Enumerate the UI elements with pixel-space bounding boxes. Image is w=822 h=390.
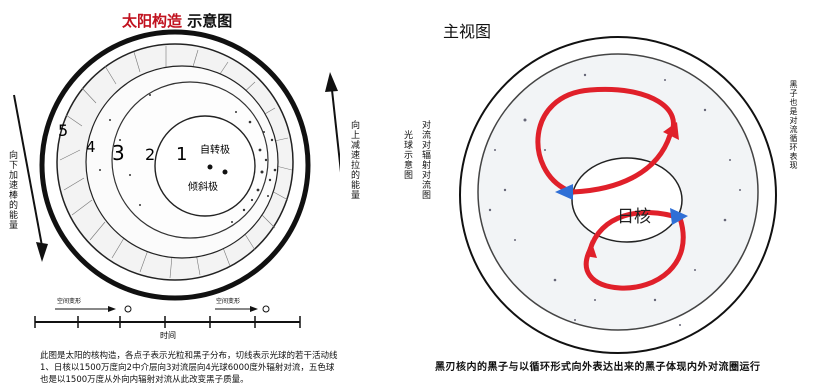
ring-label-4: 4 [86,138,96,156]
right-bottom-note: 黑刃核内的黑子与以循环形式向外表达出来的黑子体现内外对流圈运行 [435,362,761,373]
lower-convection-loop [583,217,686,291]
core-circle [154,115,256,217]
core-label: 日核 [617,207,651,227]
timeline-arrow-left-head [108,306,116,312]
rotation-pole-dot [207,164,213,170]
right-title: 主视图 [443,22,492,41]
timeline-small-left: 空间变形 [57,297,81,305]
right-vertical-label: 向上减速拉的能量 [349,120,359,200]
left-blue-arrow [555,184,573,200]
ring-label-1: 1 [176,144,187,165]
outer-ring [39,29,311,301]
left-title-red: 太阳构造 [122,12,183,30]
timeline-arrow-right-head [250,306,258,312]
core-ellipse [571,157,683,243]
tilt-pole-dot [222,169,228,175]
lower-loop-top [587,210,681,251]
left-caption: 此图是太阳的核构造，各点子表示光粒和黑子分布，切线表示光球的若干活动线1、日核以… [40,351,338,385]
front-view-diagram: 日核 [459,36,777,354]
timeline-label: 时间 [160,330,176,340]
ring-label-2: 2 [145,145,155,164]
down-arrow-line [13,94,43,247]
ring-label-3: 3 [112,141,125,165]
timeline-marker-right [262,305,270,313]
right-blue-arrow [670,208,688,225]
left-title: 太阳构造 示意图 [122,10,232,31]
upper-convection-loop [535,86,676,193]
timeline-ticks [34,316,301,328]
left-panel: 太阳构造 示意图 [0,0,359,390]
particle-dots [99,94,277,223]
left-vertical-label: 向下加速棒的能量 [7,150,17,230]
timeline-small-right: 空间变形 [216,297,240,305]
right-panel: 主视图 日核 对流对辐射对流图 光球示意图 黑子也是对流循环表现 [395,0,822,390]
tilt-pole-label: 倾斜极 [188,180,218,193]
timeline-marker-left [124,305,132,313]
right-left-vertical-1: 对流对辐射对流图 [420,120,430,200]
left-title-black: 示意图 [187,12,233,30]
upper-loop-arrowhead [663,122,679,140]
right-left-vertical-2: 光球示意图 [402,130,412,180]
sun-structure-diagram: 5 4 3 2 1 自转极 倾斜极 空间变形 空间变形 时间 [13,29,340,340]
upper-loop-return [572,134,673,195]
right-right-vertical: 黑子也是对流循环表现 [789,80,798,170]
up-arrow-line [331,89,340,173]
surface-specks [488,73,741,326]
down-arrow-head [36,242,48,262]
up-arrow-head [325,72,338,92]
ring-label-5: 5 [58,121,68,140]
rotation-pole-label: 自转极 [200,143,230,156]
